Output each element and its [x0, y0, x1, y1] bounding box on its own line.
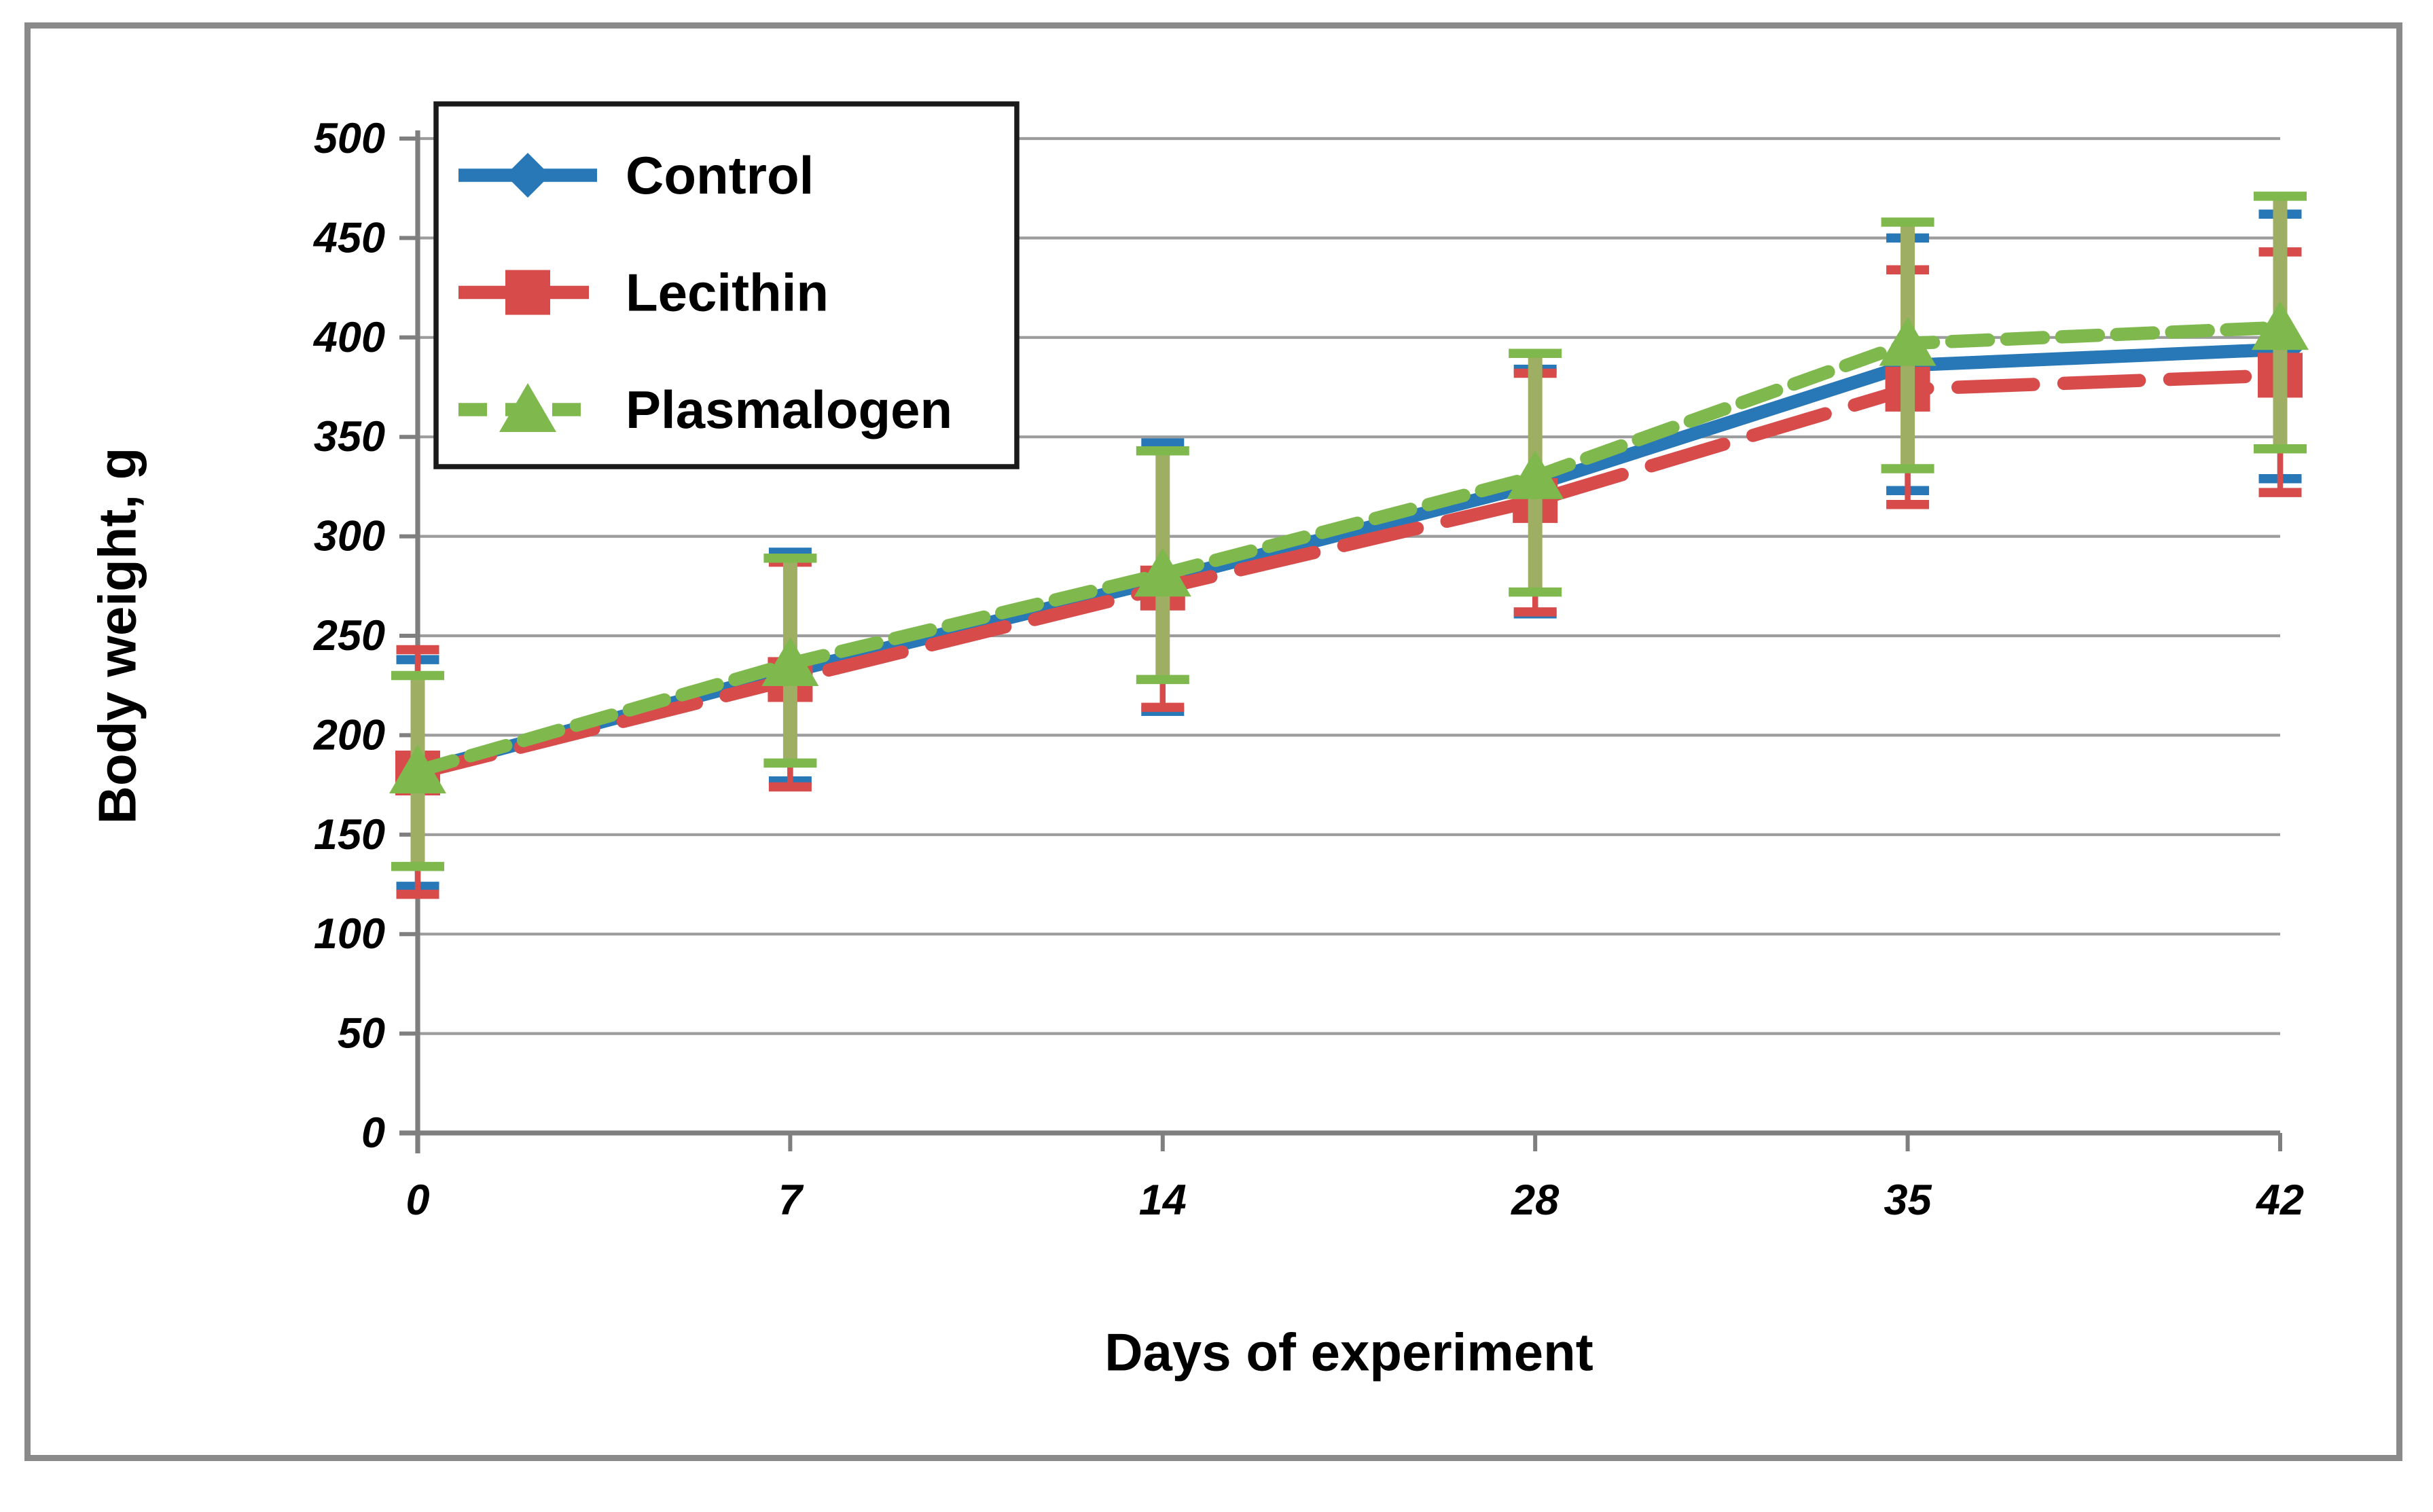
y-tick-label: 350: [314, 413, 385, 461]
marker-diamond: [505, 153, 550, 198]
y-tick-label: 150: [314, 811, 385, 859]
x-tick-label: 14: [1139, 1176, 1187, 1224]
series-plasmalogen: [389, 192, 2309, 871]
marker-triangle: [1134, 547, 1191, 597]
legend-item-control: Control: [458, 145, 814, 205]
x-axis-title: Days of experiment: [1104, 1321, 1593, 1383]
legend: Control Lecithin Plasmalogen: [433, 101, 1020, 469]
x-tick-label: 42: [2255, 1176, 2304, 1224]
legend-item-plasmalogen: Plasmalogen: [458, 380, 952, 439]
y-tick-label: 300: [314, 513, 385, 560]
legend-item-label: Plasmalogen: [626, 380, 952, 439]
x-tick-label: 28: [1511, 1176, 1559, 1224]
marker-triangle: [499, 383, 556, 432]
legend-item-label: Lecithin: [626, 263, 829, 323]
y-tick-label: 500: [314, 115, 385, 162]
y-tick-label: 250: [313, 612, 385, 660]
x-tick-label: 0: [406, 1176, 429, 1224]
marker-triangle: [1507, 450, 1564, 499]
y-tick-label: 450: [312, 214, 385, 262]
x-tick-label: 7: [778, 1176, 804, 1224]
y-tick-label: 0: [361, 1109, 385, 1157]
series-line: [411, 321, 2287, 778]
y-axis-title: Body weight, g: [86, 447, 148, 825]
marker-triangle: [389, 744, 446, 794]
legend-item-label: Control: [626, 145, 814, 205]
y-tick-label: 100: [314, 910, 385, 958]
marker-triangle: [2252, 301, 2309, 350]
marker-triangle: [761, 636, 819, 686]
x-tick-label: 35: [1884, 1176, 1932, 1224]
marker-triangle: [1879, 317, 1936, 366]
y-tick-label: 400: [312, 314, 385, 361]
y-tick-label: 200: [313, 711, 385, 759]
legend-item-lecithin: Lecithin: [458, 263, 829, 323]
y-tick-label: 50: [338, 1010, 385, 1058]
series-line: [411, 342, 2287, 778]
series-line: [411, 368, 2287, 780]
marker-square: [505, 270, 550, 315]
